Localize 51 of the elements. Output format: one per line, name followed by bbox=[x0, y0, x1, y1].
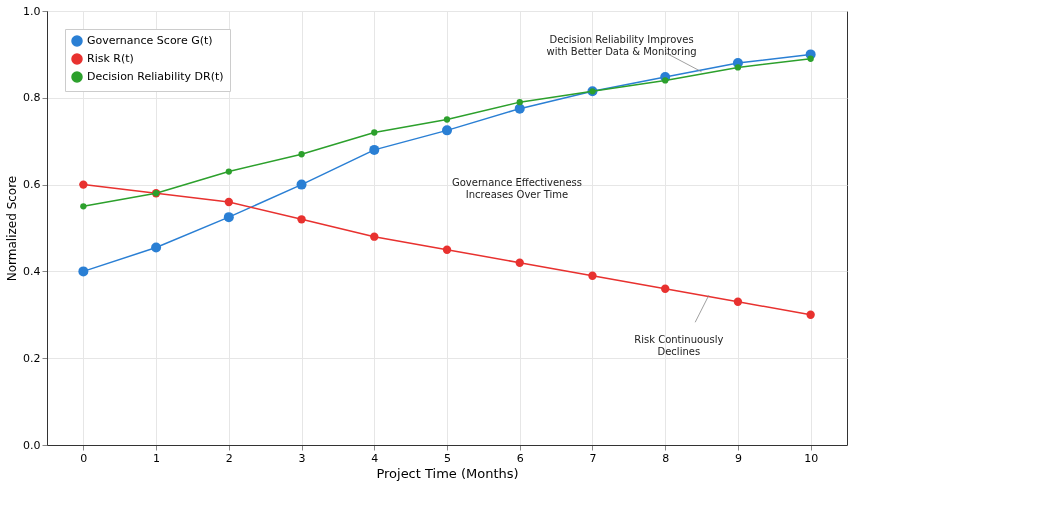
point bbox=[443, 116, 451, 123]
point bbox=[80, 203, 87, 210]
point bbox=[442, 125, 452, 136]
x-tick-label: 3 bbox=[298, 451, 306, 465]
point bbox=[514, 103, 525, 114]
annotation: Risk Continuously Declines bbox=[634, 334, 724, 358]
point bbox=[369, 144, 380, 155]
point bbox=[371, 129, 378, 136]
x-tick-label: 5 bbox=[444, 451, 451, 465]
y-tick-label: 0.0 bbox=[23, 438, 41, 452]
point bbox=[370, 232, 379, 241]
legend-label: Decision Reliability DR(t) bbox=[87, 70, 224, 83]
legend-label: Risk R(t) bbox=[87, 52, 134, 65]
y-tick-label: 0.8 bbox=[23, 91, 41, 105]
x-tick-label: 8 bbox=[662, 451, 670, 465]
annotation: Governance Effectiveness Increases Over Time bbox=[451, 177, 583, 200]
point bbox=[78, 266, 89, 277]
x-tick-label: 4 bbox=[371, 451, 379, 465]
point bbox=[296, 179, 307, 190]
point bbox=[225, 168, 232, 175]
x-tick-label: 7 bbox=[589, 451, 597, 465]
point bbox=[297, 215, 306, 224]
y-tick-label: 0.4 bbox=[23, 264, 41, 278]
x-tick-label: 0 bbox=[80, 451, 88, 465]
point bbox=[807, 55, 814, 62]
x-axis-title: Project Time (Months) bbox=[376, 465, 519, 481]
point bbox=[224, 197, 233, 207]
x-tick-label: 2 bbox=[225, 451, 233, 465]
y-tick-label: 0.6 bbox=[23, 178, 41, 192]
x-tick-label: 6 bbox=[516, 451, 524, 465]
point bbox=[79, 180, 88, 189]
y-tick-label: 1.0 bbox=[23, 4, 41, 18]
point bbox=[662, 77, 669, 84]
point bbox=[661, 284, 670, 293]
x-tick-label: 10 bbox=[804, 451, 819, 465]
point bbox=[515, 258, 524, 267]
point bbox=[442, 245, 452, 254]
point bbox=[733, 297, 743, 306]
y-tick-label: 0.2 bbox=[23, 351, 41, 365]
point bbox=[588, 271, 597, 280]
x-tick-label: 1 bbox=[153, 451, 161, 465]
point bbox=[734, 64, 742, 71]
point bbox=[298, 151, 305, 158]
legend-label: Governance Score G(t) bbox=[87, 34, 213, 47]
point bbox=[806, 310, 815, 319]
y-axis-title: Normalized Score bbox=[5, 175, 20, 282]
x-tick-label: 9 bbox=[734, 451, 742, 465]
annotation: Decision Reliability Improves with Better Data & Monitoring bbox=[546, 33, 697, 57]
point bbox=[223, 212, 234, 223]
point bbox=[516, 98, 523, 106]
point bbox=[151, 242, 162, 253]
